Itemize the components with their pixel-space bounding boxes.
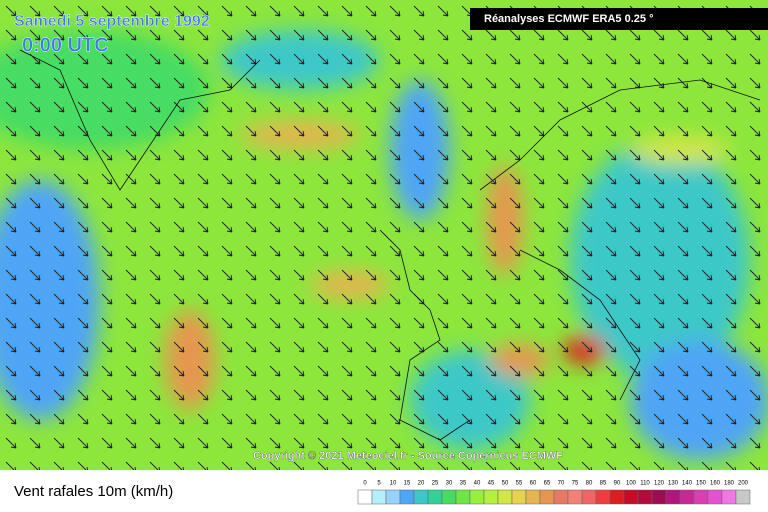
scale-swatch <box>511 489 527 505</box>
scale-swatch <box>609 489 625 505</box>
scale-label: 80 <box>586 481 593 487</box>
scale-label: 110 <box>640 481 650 487</box>
date-label: Samedi 5 septembre 1992 <box>14 13 210 30</box>
legend-title: Vent rafales 10m (km/h) <box>14 483 173 500</box>
scale-label: 100 <box>626 481 637 487</box>
scale-label: 90 <box>614 481 621 487</box>
wind-field <box>0 0 768 470</box>
time-label: 0:00 UTC <box>22 34 109 56</box>
scale-swatch <box>427 489 443 505</box>
scale-swatch <box>455 489 471 505</box>
scale-swatch <box>581 489 597 505</box>
scale-label: 5 <box>377 481 381 487</box>
scale-label: 35 <box>460 481 467 487</box>
scale-label: 25 <box>432 481 439 487</box>
source-label: Réanalyses ECMWF ERA5 0.25 ° <box>484 13 653 25</box>
scale-label: 160 <box>710 481 721 487</box>
scale-swatch <box>679 489 695 505</box>
scale-label: 50 <box>502 481 509 487</box>
scale-swatch <box>665 489 681 505</box>
scale-swatch <box>441 489 457 505</box>
scale-swatch <box>567 489 583 505</box>
scale-label: 55 <box>516 481 523 487</box>
scale-label: 75 <box>572 481 579 487</box>
scale-label: 30 <box>446 481 453 487</box>
scale-swatch <box>469 489 485 505</box>
scale-label: 120 <box>654 481 665 487</box>
scale-swatch <box>483 489 499 505</box>
scale-label: 0 <box>363 481 367 487</box>
scale-label: 20 <box>418 481 425 487</box>
scale-label: 65 <box>544 481 551 487</box>
scale-label: 40 <box>474 481 481 487</box>
scale-swatch <box>399 489 415 505</box>
scale-swatch <box>707 489 723 505</box>
scale-label: 45 <box>488 481 495 487</box>
scale-label: 70 <box>558 481 565 487</box>
scale-label: 60 <box>530 481 537 487</box>
scale-swatch <box>623 489 639 505</box>
scale-swatch <box>553 489 569 505</box>
scale-swatch <box>385 489 401 505</box>
scale-label: 10 <box>390 481 397 487</box>
scale-swatch <box>371 489 387 505</box>
scale-label: 200 <box>738 481 749 487</box>
scale-swatch <box>693 489 709 505</box>
scale-swatch <box>651 489 667 505</box>
coastlines <box>19 49 761 441</box>
copyright: Copyright © 2021 Meteociel.fr - Source C… <box>253 450 563 462</box>
scale-label: 140 <box>682 481 693 487</box>
scale-swatch <box>357 489 373 505</box>
scale-label: 15 <box>404 481 411 487</box>
scale-swatch <box>525 489 541 505</box>
scale-swatch <box>539 489 555 505</box>
scale-swatch <box>721 489 737 505</box>
scale-swatch <box>497 489 513 505</box>
source-box <box>470 8 768 30</box>
scale-label: 150 <box>696 481 707 487</box>
scale-label: 180 <box>724 481 735 487</box>
color-scale: 0 5 10 15 20 25 30 35 40 45 50 55 60 65 70 75 80 85 90 100 1… <box>357 481 751 505</box>
scale-swatch <box>595 489 611 505</box>
scale-swatch <box>413 489 429 505</box>
scale-swatch <box>735 489 751 505</box>
scale-label: 130 <box>668 481 679 487</box>
scale-swatch <box>637 489 653 505</box>
scale-label: 85 <box>600 481 607 487</box>
